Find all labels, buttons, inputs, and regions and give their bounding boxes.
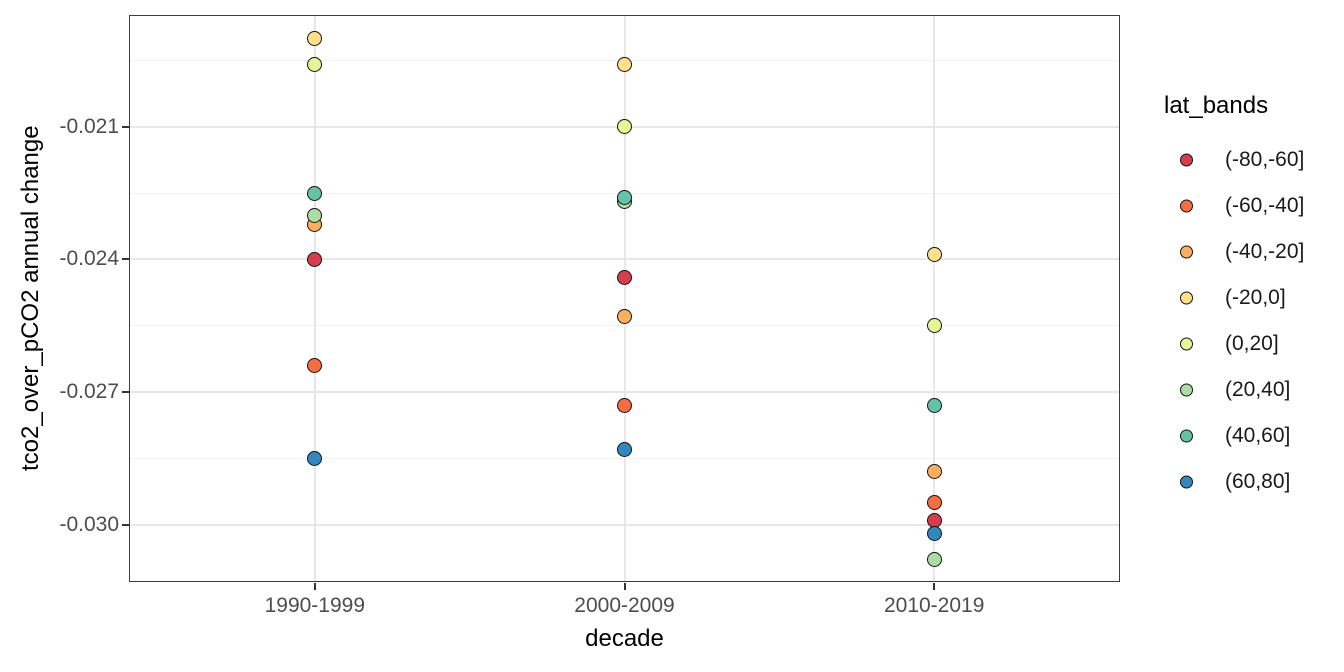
- x-axis-tick: [933, 583, 936, 590]
- legend-item-label: (-20,0]: [1225, 286, 1286, 309]
- plot-panel: [129, 15, 1120, 582]
- data-point: [926, 464, 942, 480]
- data-point: [307, 57, 323, 73]
- legend-item: (-60,-40]: [1164, 183, 1334, 229]
- y-axis-tick: [122, 125, 129, 128]
- legend-key-dot: [1180, 429, 1193, 443]
- legend-item-label: (-80,-60]: [1225, 148, 1305, 171]
- data-point: [926, 247, 942, 263]
- gridline-vertical-major: [933, 15, 936, 582]
- data-point: [307, 185, 323, 201]
- legend-item: (0,20]: [1164, 321, 1334, 367]
- data-point: [617, 57, 632, 73]
- legend: lat_bands (-80,-60] (-60,-40] (-40,-20] (-2…: [1164, 92, 1334, 505]
- legend-key-dot: [1180, 153, 1193, 167]
- y-axis-tick: [122, 523, 129, 526]
- legend-key-dot: [1180, 245, 1193, 259]
- legend-item: (20,40]: [1164, 367, 1334, 413]
- x-tick-label: 2010-2019: [883, 594, 985, 617]
- data-point: [307, 357, 323, 373]
- data-point: [307, 251, 323, 267]
- x-tick-label: 1990-1999: [264, 594, 366, 617]
- data-point: [307, 30, 323, 46]
- legend-items: (-80,-60] (-60,-40] (-40,-20] (-20,0] (0,20]…: [1164, 137, 1334, 505]
- y-axis-tick: [122, 258, 129, 261]
- data-point: [617, 397, 632, 413]
- data-point: [617, 119, 632, 135]
- legend-key-dot: [1180, 337, 1193, 351]
- legend-item: (40,60]: [1164, 413, 1334, 459]
- gridline-vertical-major: [313, 15, 316, 582]
- y-tick-label: -0.024: [59, 247, 119, 271]
- x-axis-tick: [313, 583, 316, 590]
- legend-item-label: (-40,-20]: [1225, 240, 1305, 263]
- legend-item-label: (60,80]: [1225, 470, 1291, 493]
- legend-item: (-20,0]: [1164, 275, 1334, 321]
- data-point: [307, 450, 323, 466]
- data-point: [617, 190, 632, 206]
- data-point: [617, 441, 632, 457]
- legend-item-label: (0,20]: [1225, 332, 1279, 355]
- y-tick-label: -0.021: [59, 114, 119, 138]
- legend-key-dot: [1180, 383, 1193, 397]
- x-axis-tick: [623, 583, 626, 590]
- x-axis-title: decade: [585, 625, 664, 652]
- legend-key-dot: [1180, 291, 1193, 305]
- legend-item-label: (-60,-40]: [1225, 194, 1305, 217]
- legend-item: (60,80]: [1164, 459, 1334, 505]
- data-point: [926, 494, 942, 510]
- x-tick-label: 2000-2009: [574, 594, 675, 617]
- legend-key-dot: [1180, 199, 1193, 213]
- legend-item: (-40,-20]: [1164, 229, 1334, 275]
- data-point: [926, 525, 942, 541]
- legend-key-dot: [1180, 475, 1193, 489]
- data-point: [926, 552, 942, 568]
- legend-item: (-80,-60]: [1164, 137, 1334, 183]
- data-point: [926, 318, 942, 334]
- gridline-vertical-major: [623, 15, 626, 582]
- data-point: [617, 269, 632, 285]
- y-tick-label: -0.027: [59, 379, 119, 403]
- data-point: [926, 397, 942, 413]
- data-point: [307, 207, 323, 223]
- y-axis-tick: [122, 390, 129, 393]
- data-point: [617, 309, 632, 325]
- legend-title: lat_bands: [1164, 92, 1269, 119]
- y-axis-title: tco2_over_pCO2 annual change: [17, 125, 44, 472]
- legend-item-label: (40,60]: [1225, 424, 1291, 447]
- y-tick-label: -0.030: [59, 512, 119, 536]
- legend-item-label: (20,40]: [1225, 378, 1291, 401]
